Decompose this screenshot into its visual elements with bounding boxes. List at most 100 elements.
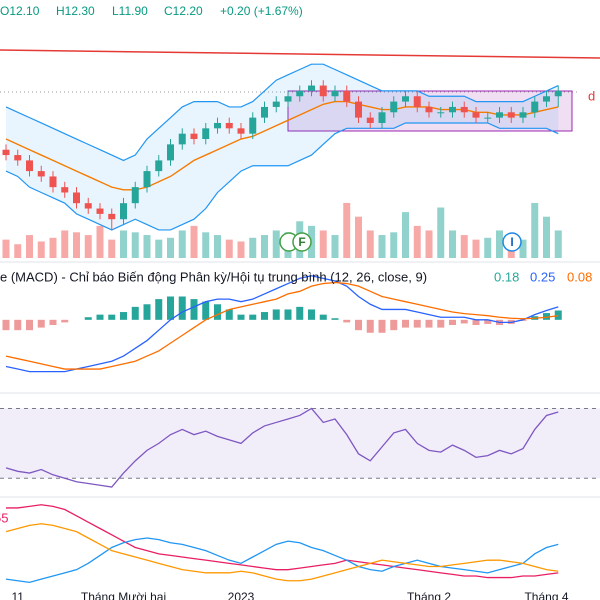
trend-line bbox=[0, 49, 600, 59]
volume-bar bbox=[402, 212, 409, 258]
indicator-line bbox=[5, 523, 559, 582]
volume-bar bbox=[167, 237, 174, 258]
volume-bar bbox=[249, 237, 257, 258]
macd-histogram bbox=[390, 319, 398, 331]
macd-histogram bbox=[108, 314, 116, 320]
event-marker[interactable] bbox=[292, 232, 312, 252]
volume-bar bbox=[37, 241, 45, 258]
candle-body bbox=[343, 90, 351, 102]
plot-layer: 11 Tháng Mười hai 2023 Tháng 2 Tháng 4 bbox=[0, 63, 600, 600]
macd-histogram bbox=[2, 319, 10, 331]
low-label: L11.90 bbox=[112, 4, 148, 18]
macd-histogram bbox=[355, 319, 362, 331]
macd-histogram bbox=[96, 314, 104, 320]
candle-body bbox=[14, 155, 22, 161]
macd-histogram bbox=[261, 312, 268, 320]
candle-body bbox=[296, 90, 304, 97]
volume-bar bbox=[143, 235, 151, 258]
volume-bar bbox=[202, 232, 210, 258]
candle-body bbox=[84, 203, 92, 209]
hist-value: 0.18 bbox=[494, 269, 519, 284]
volume-bar bbox=[61, 230, 69, 258]
close-label: C12.20 bbox=[164, 4, 203, 18]
candle-body bbox=[402, 96, 409, 102]
macd-histogram bbox=[237, 314, 245, 320]
candle-body bbox=[543, 96, 550, 102]
volume-bar bbox=[2, 239, 10, 258]
volume-bar bbox=[449, 230, 456, 258]
candle-body bbox=[261, 106, 268, 118]
rsi-line bbox=[5, 407, 559, 488]
volume-bar bbox=[343, 202, 351, 258]
x-tick-label: Tháng Mười hai bbox=[81, 590, 166, 600]
macd-histogram bbox=[413, 319, 421, 328]
annotation: d bbox=[588, 88, 595, 103]
macd-histogram bbox=[402, 319, 409, 328]
legend-value: 55 bbox=[0, 510, 8, 525]
volume-bar bbox=[355, 216, 362, 258]
volume-bar bbox=[366, 230, 374, 258]
candle-body bbox=[108, 213, 116, 220]
macd-histogram bbox=[366, 319, 374, 333]
macd-histogram bbox=[484, 319, 492, 324]
candle-body bbox=[26, 160, 33, 172]
candle-body bbox=[378, 112, 386, 123]
candle-body bbox=[425, 106, 433, 113]
candle-body bbox=[472, 112, 480, 118]
volume-bar bbox=[460, 235, 468, 258]
volume-bar bbox=[178, 230, 186, 258]
macd-title: e (MACD) - Chỉ báo Biến động Phân kỳ/Hội… bbox=[0, 269, 427, 284]
candle-body bbox=[449, 106, 456, 113]
macd-histogram bbox=[214, 304, 221, 320]
candle-body bbox=[237, 128, 245, 134]
candle-body bbox=[413, 96, 421, 107]
event-marker[interactable] bbox=[502, 232, 522, 252]
macd-histogram bbox=[84, 317, 92, 320]
volume-bar bbox=[425, 230, 433, 258]
candle-body bbox=[120, 203, 127, 220]
macd-histogram bbox=[143, 304, 151, 320]
volume-bar bbox=[49, 237, 57, 258]
candle-body bbox=[190, 133, 198, 140]
macd-histogram bbox=[425, 319, 433, 328]
macd-histogram bbox=[343, 319, 351, 323]
volume-bar bbox=[531, 202, 539, 258]
macd-histogram bbox=[190, 299, 198, 320]
volume-bar bbox=[131, 232, 139, 258]
macd-line bbox=[5, 281, 559, 370]
candle-body bbox=[531, 101, 539, 113]
candle-body bbox=[484, 117, 492, 119]
macd-histogram bbox=[378, 319, 386, 333]
volume-bar bbox=[554, 230, 562, 258]
macd-histogram bbox=[249, 314, 257, 320]
band-lower bbox=[5, 122, 559, 231]
macd-histogram bbox=[543, 313, 550, 320]
candle-body bbox=[284, 96, 292, 102]
macd-histogram bbox=[14, 319, 22, 331]
macd-histogram bbox=[167, 296, 174, 320]
volume-bar bbox=[543, 216, 550, 258]
candle-body bbox=[143, 171, 151, 188]
candle-body bbox=[178, 133, 186, 145]
macd-histogram bbox=[331, 318, 339, 320]
candle-body bbox=[519, 112, 527, 118]
volume-bar bbox=[214, 235, 221, 258]
volume-bar bbox=[496, 230, 503, 258]
volume-bar bbox=[225, 239, 233, 258]
x-tick-label: Tháng 4 bbox=[524, 590, 568, 600]
volume-bar bbox=[319, 230, 327, 258]
macd-histogram bbox=[296, 306, 304, 320]
candle-body bbox=[496, 112, 503, 118]
volume-bar bbox=[413, 225, 421, 258]
candle-body bbox=[131, 187, 139, 204]
macd-histogram bbox=[37, 319, 45, 328]
volume-bar bbox=[519, 239, 527, 258]
candle-body bbox=[308, 85, 315, 91]
candle-body bbox=[155, 160, 163, 172]
volume-bar bbox=[437, 207, 445, 258]
candle-body bbox=[2, 149, 10, 156]
open-label: O12.10 bbox=[0, 4, 40, 18]
macd-histogram bbox=[225, 309, 233, 320]
volume-bar bbox=[84, 235, 92, 258]
candle-body bbox=[225, 122, 233, 129]
